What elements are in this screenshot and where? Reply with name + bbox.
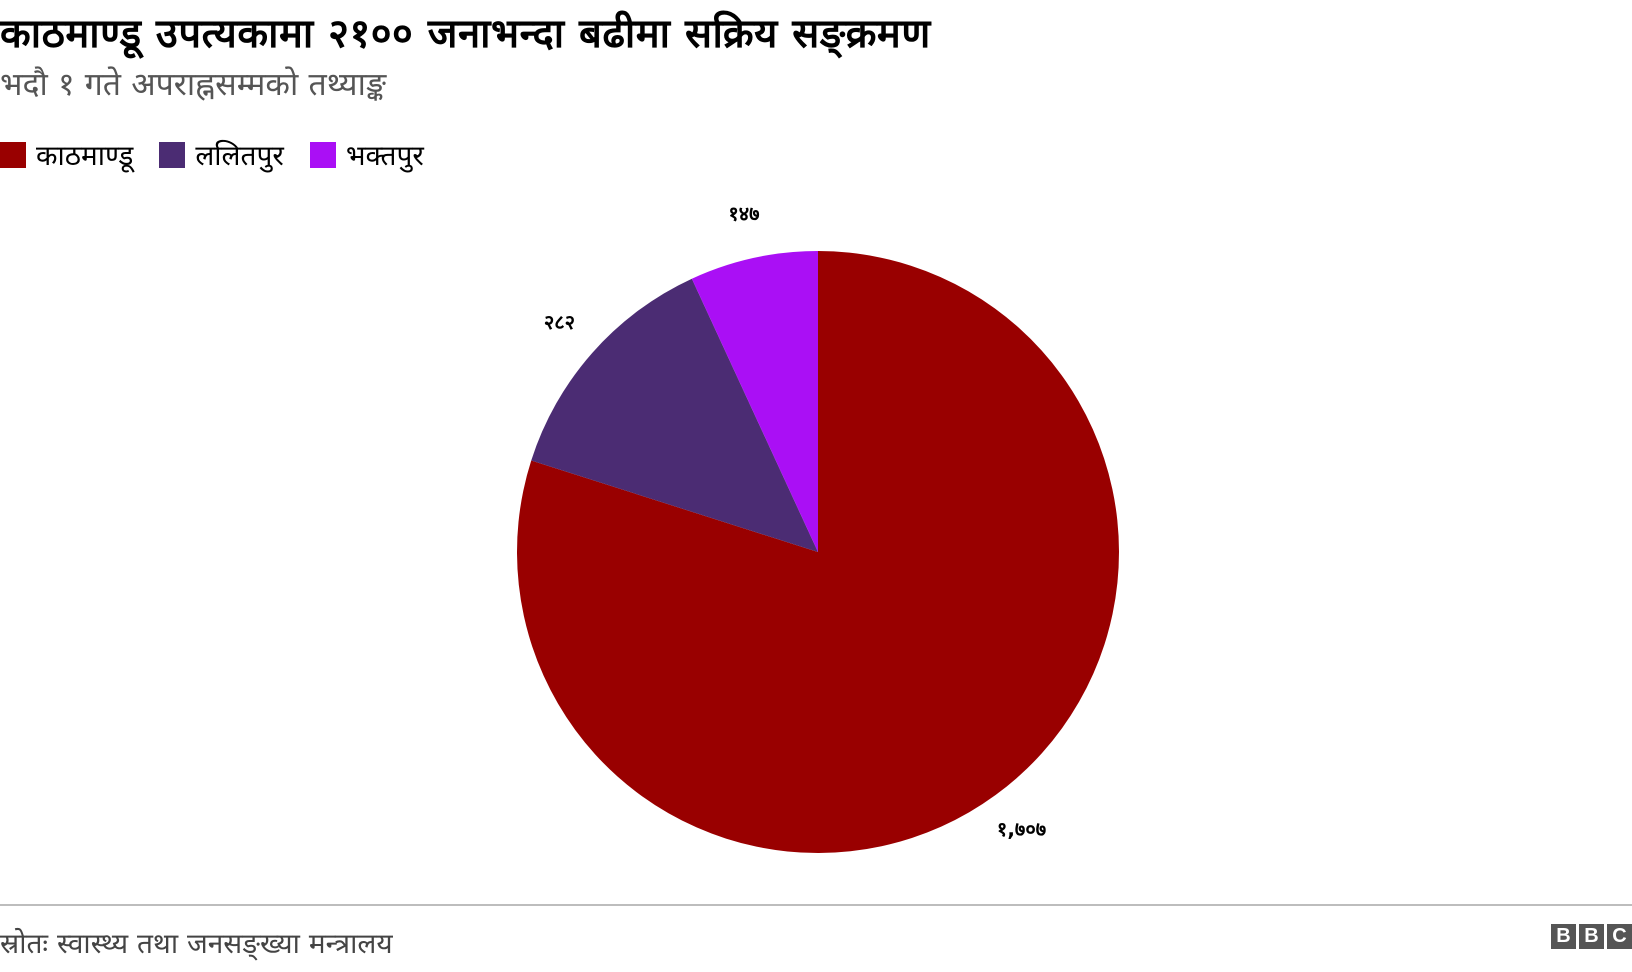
legend-item-lalitpur: ललितपुर: [159, 136, 284, 174]
data-label-kathmandu: १,७०७: [997, 817, 1046, 841]
pie-slices: [517, 251, 1119, 853]
chart-title: काठमाण्डू उपत्यकामा २१०० जनाभन्दा बढीमा …: [0, 11, 931, 57]
logo-letter-b2: B: [1579, 924, 1604, 949]
bbc-logo: B B C: [1551, 924, 1632, 949]
pie-slice-lalitpur: [531, 278, 818, 552]
data-label-bhaktapur: १४७: [728, 202, 759, 226]
data-label-lalitpur: २८२: [544, 310, 575, 334]
pie-slice-kathmandu: [517, 251, 1119, 853]
legend-label-lalitpur: ललितपुर: [195, 139, 284, 172]
footer-divider: [0, 904, 1632, 906]
legend-swatch-bhaktapur: [309, 142, 336, 168]
legend-item-bhaktapur: भक्तपुर: [309, 136, 424, 174]
pie-labels: १,७०७ २८२ १४७: [544, 202, 1046, 842]
legend: काठमाण्डू ललितपुर भक्तपुर: [0, 136, 424, 174]
legend-label-bhaktapur: भक्तपुर: [345, 139, 424, 172]
pie-chart: १,७०७ २८२ १४७: [517, 202, 1119, 853]
legend-swatch-kathmandu: [0, 142, 26, 168]
legend-item-kathmandu: काठमाण्डू: [0, 136, 133, 174]
logo-letter-b1: B: [1551, 924, 1576, 949]
legend-label-kathmandu: काठमाण्डू: [36, 139, 134, 172]
chart-subtitle: भदौ १ गते अपराह्नसम्मको तथ्याङ्क: [0, 65, 387, 103]
pie-slice-bhaktapur: [691, 251, 818, 552]
logo-letter-c: C: [1607, 924, 1632, 949]
source-note: स्रोतः स्वास्थ्य तथा जनसङ्ख्या मन्त्रालय: [0, 927, 393, 960]
legend-swatch-lalitpur: [159, 142, 186, 168]
